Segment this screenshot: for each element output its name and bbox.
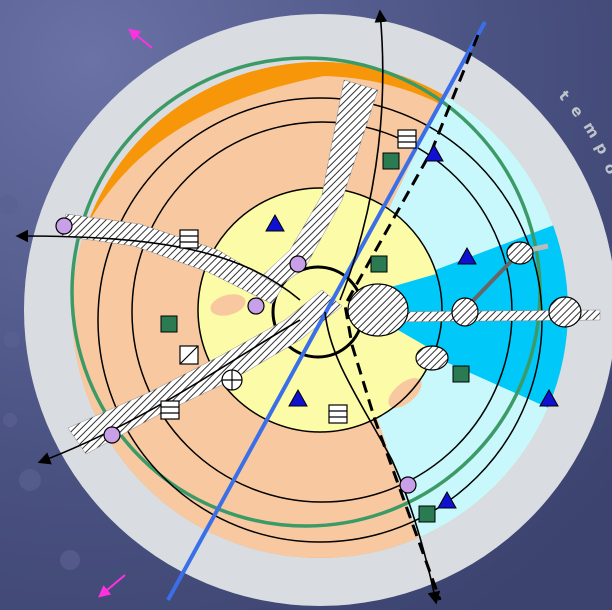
circle-markers — [55, 217, 417, 494]
circle-marker-icon — [399, 476, 417, 494]
circle-marker-icon — [289, 255, 307, 273]
triangle-marker-icon — [424, 143, 444, 162]
square-marker-icon — [370, 255, 388, 273]
magenta-arrow-top — [128, 28, 153, 49]
rim-text-o: o — [600, 160, 612, 179]
circle-marker-icon — [55, 217, 73, 235]
circle-marker-icon — [103, 426, 121, 444]
striped-square-marker-icon — [397, 129, 417, 149]
arrows — [15, 9, 441, 605]
square-markers — [160, 152, 470, 523]
hatched-ellipse-bottom — [415, 345, 449, 371]
magenta-arrow-bottom — [98, 574, 126, 598]
striped-square-marker-icon — [179, 229, 199, 249]
striped-square-markers — [160, 129, 417, 424]
rim-text-p: p — [591, 139, 612, 160]
arrow-lower-left — [37, 319, 301, 465]
band-left — [61, 213, 283, 305]
hatched-circle-mid — [451, 297, 479, 327]
dashed-line — [343, 34, 480, 601]
crossed-circle-marker-icon — [221, 369, 243, 391]
triangle-marker-icon — [288, 388, 308, 407]
arrow-up — [339, 9, 388, 301]
arrow-left — [15, 229, 301, 301]
blue-line — [166, 21, 487, 601]
striped-square-marker-icon — [160, 400, 180, 420]
peach-spot-bottom — [388, 378, 422, 408]
peach-spot-left — [210, 294, 246, 316]
triangle-marker-icon — [457, 246, 477, 265]
circle-marker-icon — [247, 297, 265, 315]
hatched-circle-top-right — [506, 241, 534, 265]
ring-yellow-edge — [197, 187, 443, 433]
hatched-circle-right — [548, 296, 582, 328]
triangle-marker-icon — [265, 213, 285, 232]
square-marker-icon — [160, 315, 178, 333]
slashed-square-marker-icon — [179, 345, 199, 365]
triangle-markers — [265, 143, 559, 509]
square-marker-icon — [452, 365, 470, 383]
striped-square-marker-icon — [328, 404, 348, 424]
hatched-circle-large — [347, 283, 409, 337]
arrow-down — [324, 311, 441, 605]
band-lower-left — [67, 289, 343, 455]
square-marker-icon — [418, 505, 436, 523]
hatched-circles — [347, 241, 582, 371]
background-dots — [0, 195, 80, 570]
zone-orange-crescent — [72, 62, 460, 330]
triangle-marker-icon — [539, 388, 559, 407]
triangle-marker-icon — [437, 490, 457, 509]
connector-diagonal — [462, 250, 522, 312]
hatched-bands — [61, 79, 601, 455]
square-marker-icon — [382, 152, 400, 170]
